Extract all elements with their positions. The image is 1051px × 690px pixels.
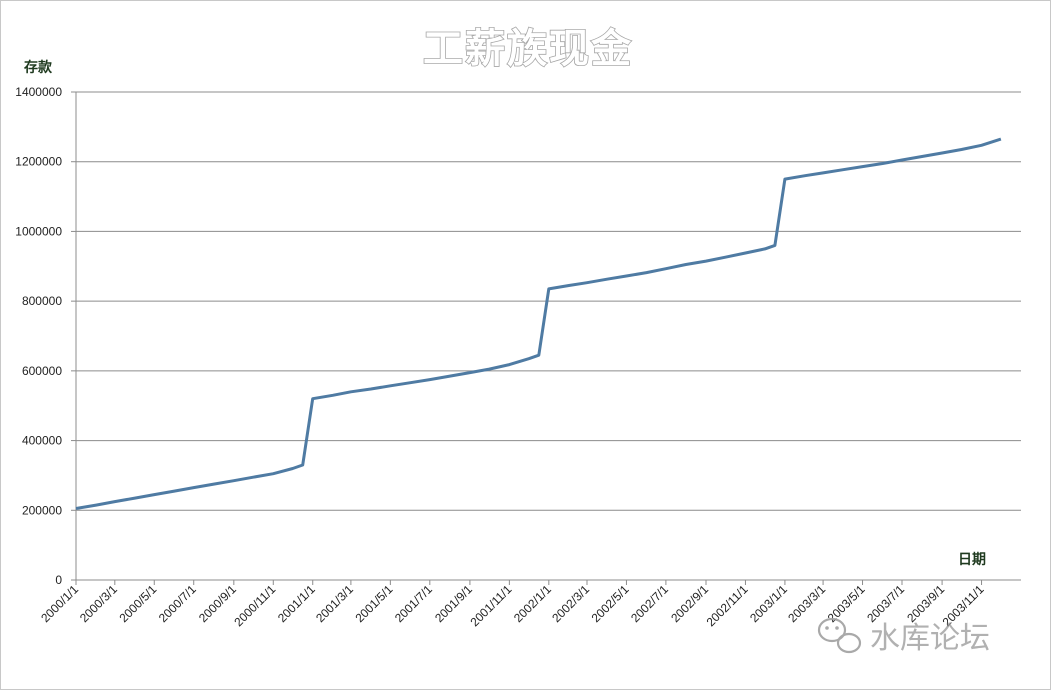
y-tick-label: 800000 xyxy=(22,294,62,308)
watermark-text: 水库论坛 xyxy=(870,621,990,656)
y-tick-labels: 0 200000 400000 600000 800000 1000000 1200000 1… xyxy=(15,85,62,587)
y-tick-label: 600000 xyxy=(22,364,62,378)
x-tick-label: 2001/5/1 xyxy=(353,582,396,625)
x-tick-label: 2002/1/1 xyxy=(511,582,554,625)
x-tick-label: 2001/1/1 xyxy=(275,582,318,625)
y-tick-label: 1200000 xyxy=(15,155,62,169)
x-tick-label: 2002/7/1 xyxy=(628,582,671,625)
x-tick-label: 2000/7/1 xyxy=(156,582,199,625)
x-tick-label: 2003/1/1 xyxy=(747,582,790,625)
series-layer xyxy=(75,137,1002,510)
x-tick-label: 2002/3/1 xyxy=(549,582,592,625)
y-axis-title: 存款 xyxy=(24,59,53,76)
y-tick-label: 1000000 xyxy=(15,224,62,238)
wechat-icon xyxy=(817,617,862,654)
gridlines xyxy=(71,91,1021,585)
x-tick-label: 2003/7/1 xyxy=(864,582,907,625)
y-tick-label: 400000 xyxy=(22,434,62,448)
y-tick-label: 1400000 xyxy=(15,85,62,99)
series-line-0 xyxy=(75,137,1002,510)
x-tick-label: 2001/3/1 xyxy=(313,582,356,625)
x-tick-label: 2002/11/1 xyxy=(704,582,751,629)
x-tick-label: 2000/11/1 xyxy=(231,582,278,629)
x-tick-label: 2000/3/1 xyxy=(77,582,120,625)
x-tick-labels: 2000/1/12000/3/12000/5/12000/7/12000/9/1… xyxy=(38,582,987,629)
watermark: 水库论坛 xyxy=(817,617,990,656)
x-tick-label: 2000/5/1 xyxy=(116,582,159,625)
x-axis-title: 日期 xyxy=(958,552,986,568)
y-tick-label: 0 xyxy=(55,573,62,587)
chart-title: 工薪族现金 xyxy=(423,26,633,72)
x-tick-label: 2000/1/1 xyxy=(38,582,81,625)
x-tick-label: 2001/11/1 xyxy=(467,582,514,629)
x-tick-label: 2002/5/1 xyxy=(589,582,632,625)
x-tick-label: 2001/7/1 xyxy=(392,582,435,625)
x-tick-label: 2003/3/1 xyxy=(785,582,828,625)
y-tick-label: 200000 xyxy=(22,503,62,517)
